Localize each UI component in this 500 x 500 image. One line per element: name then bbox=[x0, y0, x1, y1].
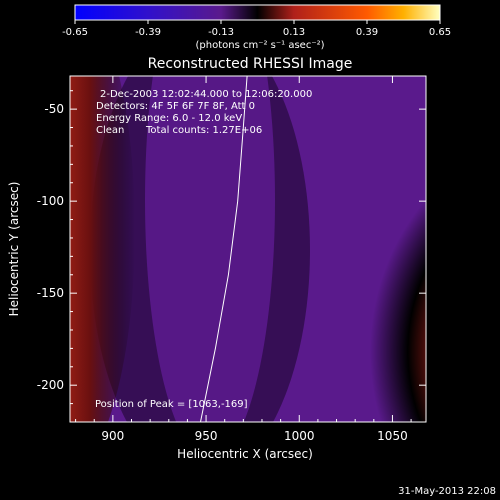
colorbar-frame bbox=[74, 4, 441, 21]
annotation-clean: Clean bbox=[96, 125, 124, 136]
x-tick-label: 950 bbox=[195, 429, 218, 443]
colorbar-tick-label: 0.65 bbox=[429, 27, 451, 38]
plot-frame bbox=[69, 75, 427, 423]
solar-limb-curve bbox=[200, 76, 248, 422]
x-tick-label: 900 bbox=[101, 429, 124, 443]
colorbar-tick-label: 0.39 bbox=[356, 27, 378, 38]
colorbar-gradient bbox=[75, 5, 440, 20]
y-axis-label: Heliocentric Y (arcsec) bbox=[7, 182, 21, 317]
colorbar-tick-label: -0.39 bbox=[135, 27, 161, 38]
x-tick-label: 1000 bbox=[284, 429, 315, 443]
y-tick-label: -100 bbox=[37, 194, 64, 208]
annotation-total-counts: Total counts: 1.27E+06 bbox=[145, 125, 262, 136]
annotation-peak-position: Position of Peak = [1063,-169] bbox=[95, 399, 248, 410]
plot-area: 900 950 1000 1050 -50 -100 -150 -200 2-Dec-2003… bbox=[37, 75, 427, 443]
colorbar-tick-label: -0.65 bbox=[62, 27, 88, 38]
footer-timestamp: 31-May-2013 22:08 bbox=[398, 486, 496, 497]
heatmap-violet-core bbox=[145, 76, 275, 422]
colorbar-tick-label: -0.13 bbox=[208, 27, 234, 38]
heatmap-source-right bbox=[300, 175, 426, 422]
chart-title: Reconstructed RHESSI Image bbox=[148, 56, 353, 72]
annotation-time-range: 2-Dec-2003 12:02:44.000 to 12:06:20.000 bbox=[100, 89, 312, 100]
y-tick-label: -50 bbox=[44, 102, 64, 116]
annotation-energy-range: Energy Range: 6.0 - 12.0 keV bbox=[96, 113, 242, 124]
y-tick-label: -150 bbox=[37, 286, 64, 300]
annotation-detectors: Detectors: 4F 5F 6F 7F 8F, Att 0 bbox=[96, 101, 255, 112]
colorbar: -0.65 -0.39 -0.13 0.13 0.39 0.65 (photons cm⁻… bbox=[62, 4, 451, 51]
x-tick-label: 1050 bbox=[377, 429, 408, 443]
y-tick-label: -200 bbox=[37, 378, 64, 392]
colorbar-unit-label: (photons cm⁻² s⁻¹ asec⁻²) bbox=[195, 40, 324, 51]
heatmap-source-left bbox=[70, 76, 135, 422]
colorbar-tick-label: 0.13 bbox=[283, 27, 305, 38]
x-axis-label: Heliocentric X (arcsec) bbox=[177, 447, 313, 461]
